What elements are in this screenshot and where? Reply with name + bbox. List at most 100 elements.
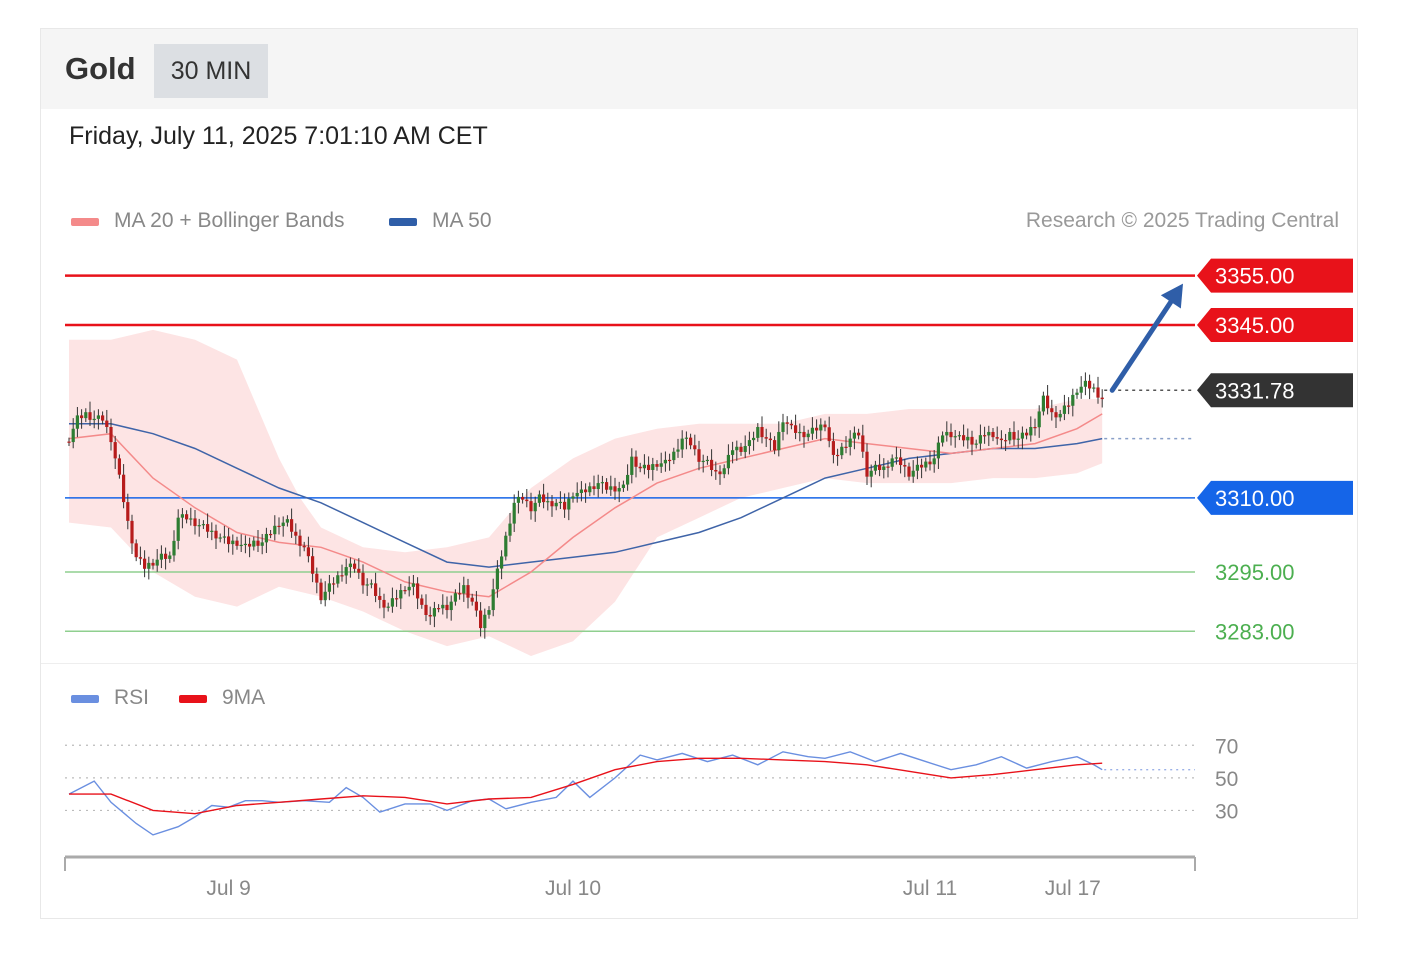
candle-body bbox=[537, 494, 541, 503]
candle-body bbox=[336, 575, 340, 584]
candle-body bbox=[693, 445, 697, 450]
candle-body bbox=[999, 438, 1003, 441]
candle-body bbox=[789, 423, 793, 426]
candle-body bbox=[1004, 440, 1008, 442]
candle-body bbox=[134, 543, 138, 558]
candle-body bbox=[911, 470, 915, 477]
candle-body bbox=[416, 583, 420, 599]
forecast-arrow-shaft bbox=[1109, 290, 1180, 393]
rsi-tick-label: 50 bbox=[1215, 768, 1238, 791]
candle-body bbox=[621, 484, 625, 489]
candle-body bbox=[718, 471, 722, 475]
candle-body bbox=[168, 555, 172, 559]
candle-body bbox=[995, 437, 999, 439]
candle-body bbox=[852, 432, 856, 439]
candle-body bbox=[437, 608, 441, 610]
level-label-3355.00: 3355.00 bbox=[1215, 264, 1295, 289]
candle-body bbox=[374, 583, 378, 596]
candle-body bbox=[735, 446, 739, 451]
candle-body bbox=[176, 517, 180, 541]
candle-body bbox=[340, 575, 344, 577]
candle-body bbox=[525, 499, 529, 502]
candle-body bbox=[285, 519, 289, 523]
candle-body bbox=[768, 438, 772, 441]
candle-body bbox=[294, 531, 298, 536]
candle-body bbox=[206, 524, 210, 532]
candle-body bbox=[533, 502, 537, 512]
candle-body bbox=[865, 451, 869, 477]
rsi-legend-label: RSI bbox=[114, 686, 150, 709]
candle-body bbox=[75, 415, 79, 429]
forecast-arrow-head bbox=[1160, 283, 1183, 309]
candle-body bbox=[1046, 395, 1050, 409]
ma50-line bbox=[69, 423, 1103, 568]
candle-body bbox=[857, 432, 861, 436]
candle-body bbox=[243, 543, 247, 546]
candle-body bbox=[424, 604, 428, 615]
candle-body bbox=[1058, 413, 1062, 418]
candle-body bbox=[143, 558, 147, 569]
candle-body bbox=[445, 604, 449, 611]
candle-body bbox=[647, 464, 651, 470]
rsi-legend-swatch bbox=[71, 695, 99, 703]
candle-body bbox=[458, 593, 462, 595]
candle-body bbox=[1008, 431, 1012, 441]
candle-body bbox=[701, 460, 705, 463]
candle-body bbox=[231, 540, 235, 545]
candle-body bbox=[117, 458, 121, 475]
candle-body bbox=[164, 553, 168, 559]
candle-body bbox=[630, 456, 634, 475]
rsi-ma-line bbox=[69, 757, 1103, 815]
rsi-ma-legend-label: 9MA bbox=[222, 686, 266, 709]
candle-body bbox=[676, 449, 680, 452]
candle-body bbox=[302, 545, 306, 548]
candle-body bbox=[441, 604, 445, 609]
candle-body bbox=[609, 486, 613, 490]
candle-body bbox=[886, 466, 890, 468]
timeframe-badge[interactable]: 30 MIN bbox=[154, 44, 268, 98]
candle-body bbox=[941, 435, 945, 443]
candle-body bbox=[697, 449, 701, 462]
candle-body bbox=[752, 437, 756, 441]
candle-body bbox=[361, 572, 365, 586]
candle-body bbox=[348, 563, 352, 568]
candle-body bbox=[936, 442, 940, 459]
candle-body bbox=[264, 533, 268, 543]
candle-body bbox=[596, 483, 600, 490]
candle-body bbox=[1054, 412, 1058, 418]
candle-body bbox=[747, 440, 751, 447]
candle-body bbox=[844, 446, 848, 448]
candle-body bbox=[684, 437, 688, 439]
candle-body bbox=[306, 547, 310, 557]
candle-body bbox=[806, 433, 810, 438]
level-label-3345.00: 3345.00 bbox=[1215, 313, 1295, 338]
candle-body bbox=[109, 427, 113, 443]
candle-body bbox=[311, 556, 315, 574]
candle-body bbox=[449, 601, 453, 611]
candle-body bbox=[663, 459, 667, 464]
candle-body bbox=[235, 540, 239, 546]
candle-body bbox=[810, 427, 814, 434]
candle-body bbox=[147, 562, 151, 569]
candle-body bbox=[890, 458, 894, 467]
candle-body bbox=[651, 464, 655, 470]
candle-body bbox=[386, 606, 390, 608]
candle-body bbox=[67, 441, 71, 443]
candle-body bbox=[840, 446, 844, 456]
candle-body bbox=[432, 608, 436, 617]
candle-body bbox=[1033, 427, 1037, 429]
candle-body bbox=[298, 535, 302, 546]
candle-body bbox=[932, 458, 936, 465]
candle-body bbox=[84, 412, 88, 419]
candle-body bbox=[714, 469, 718, 472]
rsi-line bbox=[68, 751, 1103, 836]
candle-body bbox=[1075, 392, 1079, 395]
candle-body bbox=[567, 498, 571, 510]
candle-body bbox=[1088, 380, 1092, 389]
candle-body bbox=[638, 466, 642, 469]
candle-body bbox=[815, 427, 819, 431]
candle-body bbox=[252, 540, 256, 547]
candle-body bbox=[928, 461, 932, 465]
candle-body bbox=[680, 438, 684, 450]
candle-body bbox=[185, 514, 189, 520]
